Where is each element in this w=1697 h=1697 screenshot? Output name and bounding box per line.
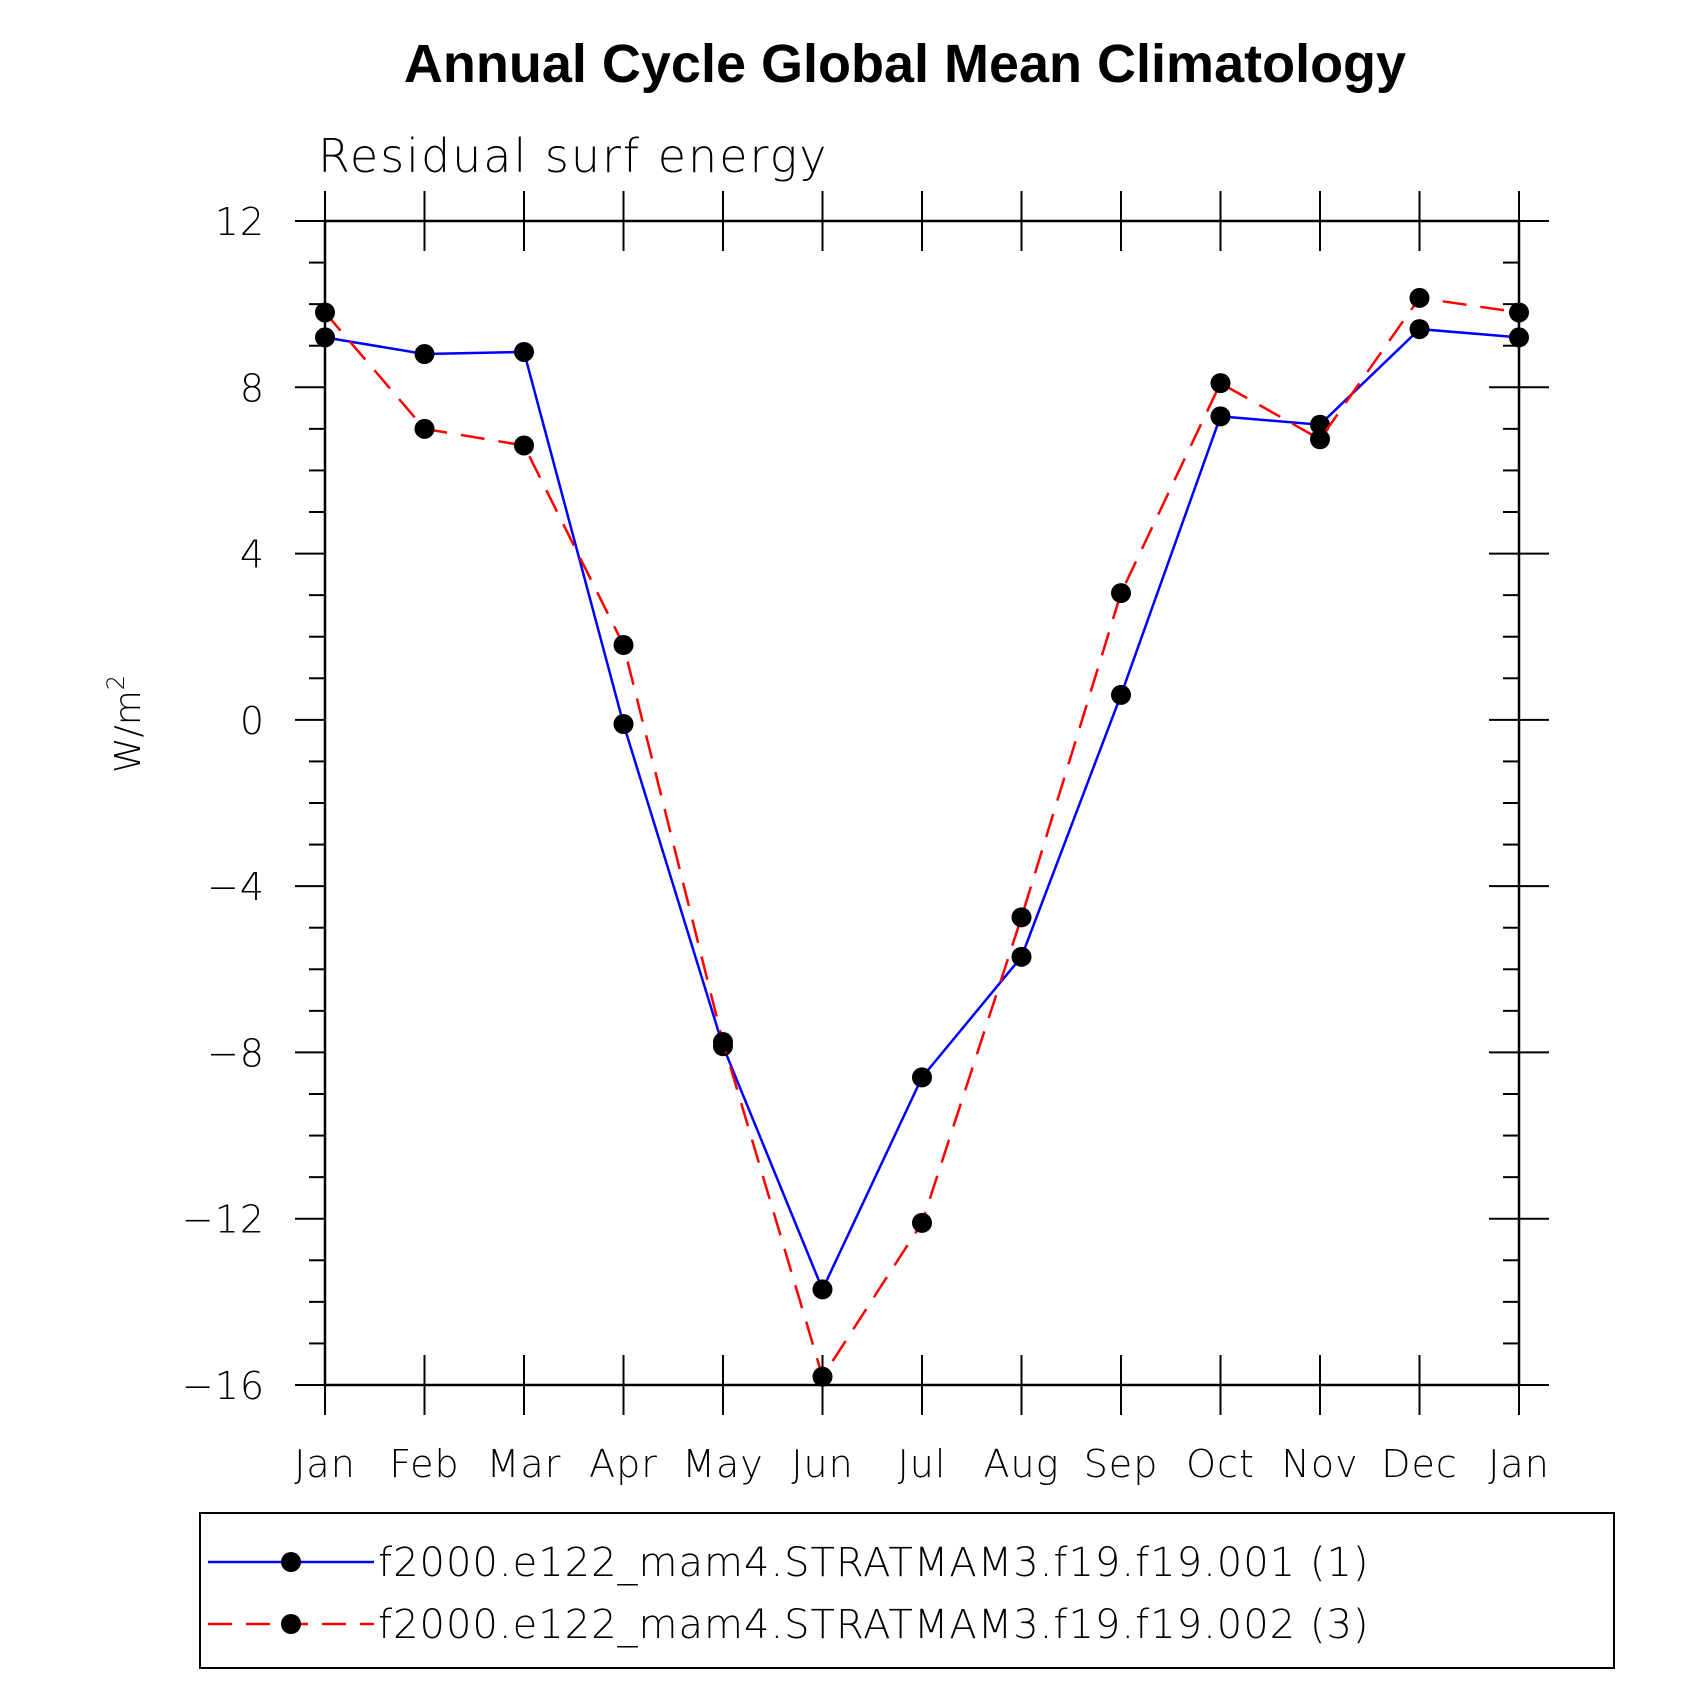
series-point (912, 1212, 932, 1233)
series-point (414, 344, 435, 365)
x-tick-label: Jul (898, 1442, 947, 1486)
x-tick-label: Mar (487, 1442, 562, 1486)
series-point (1111, 684, 1131, 705)
series-point (1409, 319, 1430, 340)
series-point (912, 1067, 932, 1088)
series-point (514, 435, 534, 456)
y-tick-label: −4 (207, 865, 265, 909)
legend-label-1: f2000.e122_mam4.STRATMAM3.f19.f19.001 (1… (378, 1540, 1370, 1586)
series-point (812, 1279, 833, 1300)
chart-subtitle: Residual surf energy (318, 129, 828, 183)
series-line (324, 327, 1520, 1293)
series-point (1210, 406, 1231, 427)
x-tick-label: May (682, 1442, 764, 1486)
x-tick-label: Nov (1281, 1442, 1358, 1486)
series-point (514, 341, 534, 362)
series-point (1210, 373, 1231, 394)
series-point (1111, 583, 1131, 604)
y-axis-label: W/m2 (102, 675, 149, 773)
y-tick-label: 12 (215, 200, 265, 244)
y-axis-label-exponent: 2 (102, 675, 130, 690)
series-point (713, 1032, 733, 1053)
x-tick-label: Jan (1488, 1442, 1550, 1486)
series-point (613, 635, 634, 656)
plot-axes: 12 8 4 0 −4 −8 −12 −16 Jan Feb Mar Apr May Jun Jul Aug S… (182, 191, 1550, 1486)
legend: f2000.e122_mam4.STRATMAM3.f19.f19.001 (1… (199, 1512, 1615, 1669)
x-tick-label: Oct (1186, 1442, 1255, 1486)
series-point (1409, 287, 1430, 308)
y-axis-label-unit: W/m (108, 690, 149, 773)
y-tick-label: −16 (182, 1364, 265, 1408)
legend-marker-2 (281, 1614, 301, 1634)
series-point (1509, 327, 1529, 348)
x-tick-label: Aug (984, 1442, 1060, 1486)
y-tick-label: 0 (240, 699, 265, 743)
series-point (315, 302, 335, 323)
series-point (1509, 302, 1529, 323)
series-point (812, 1366, 833, 1387)
x-tick-label: Apr (589, 1442, 658, 1486)
series-point (613, 714, 634, 735)
legend-marker-1 (281, 1552, 301, 1572)
series-point (414, 418, 435, 439)
series-point (1011, 946, 1032, 967)
series-point (1310, 429, 1330, 450)
plot-frame (323, 219, 1521, 1387)
y-tick-label: −8 (207, 1031, 265, 1075)
x-tick-label: Dec (1381, 1442, 1458, 1486)
x-tick-label: Feb (389, 1442, 459, 1486)
x-tick-label: Sep (1084, 1442, 1159, 1486)
y-tick-label: −12 (182, 1198, 265, 1242)
series-point (1011, 907, 1032, 928)
legend-box (199, 1512, 1615, 1669)
series-point (1310, 414, 1330, 435)
x-tick-label: Jan (294, 1442, 356, 1486)
legend-label-2: f2000.e122_mam4.STRATMAM3.f19.f19.002 (3… (378, 1602, 1370, 1648)
series-2 (315, 287, 1529, 1387)
series-1 (315, 319, 1529, 1300)
series-layer (315, 287, 1529, 1387)
y-tick-label: 4 (240, 533, 265, 577)
chart-title: Annual Cycle Global Mean Climatology (404, 34, 1406, 94)
x-tick-label: Jun (791, 1442, 853, 1486)
y-tick-label: 8 (240, 366, 265, 410)
series-point (315, 327, 335, 348)
